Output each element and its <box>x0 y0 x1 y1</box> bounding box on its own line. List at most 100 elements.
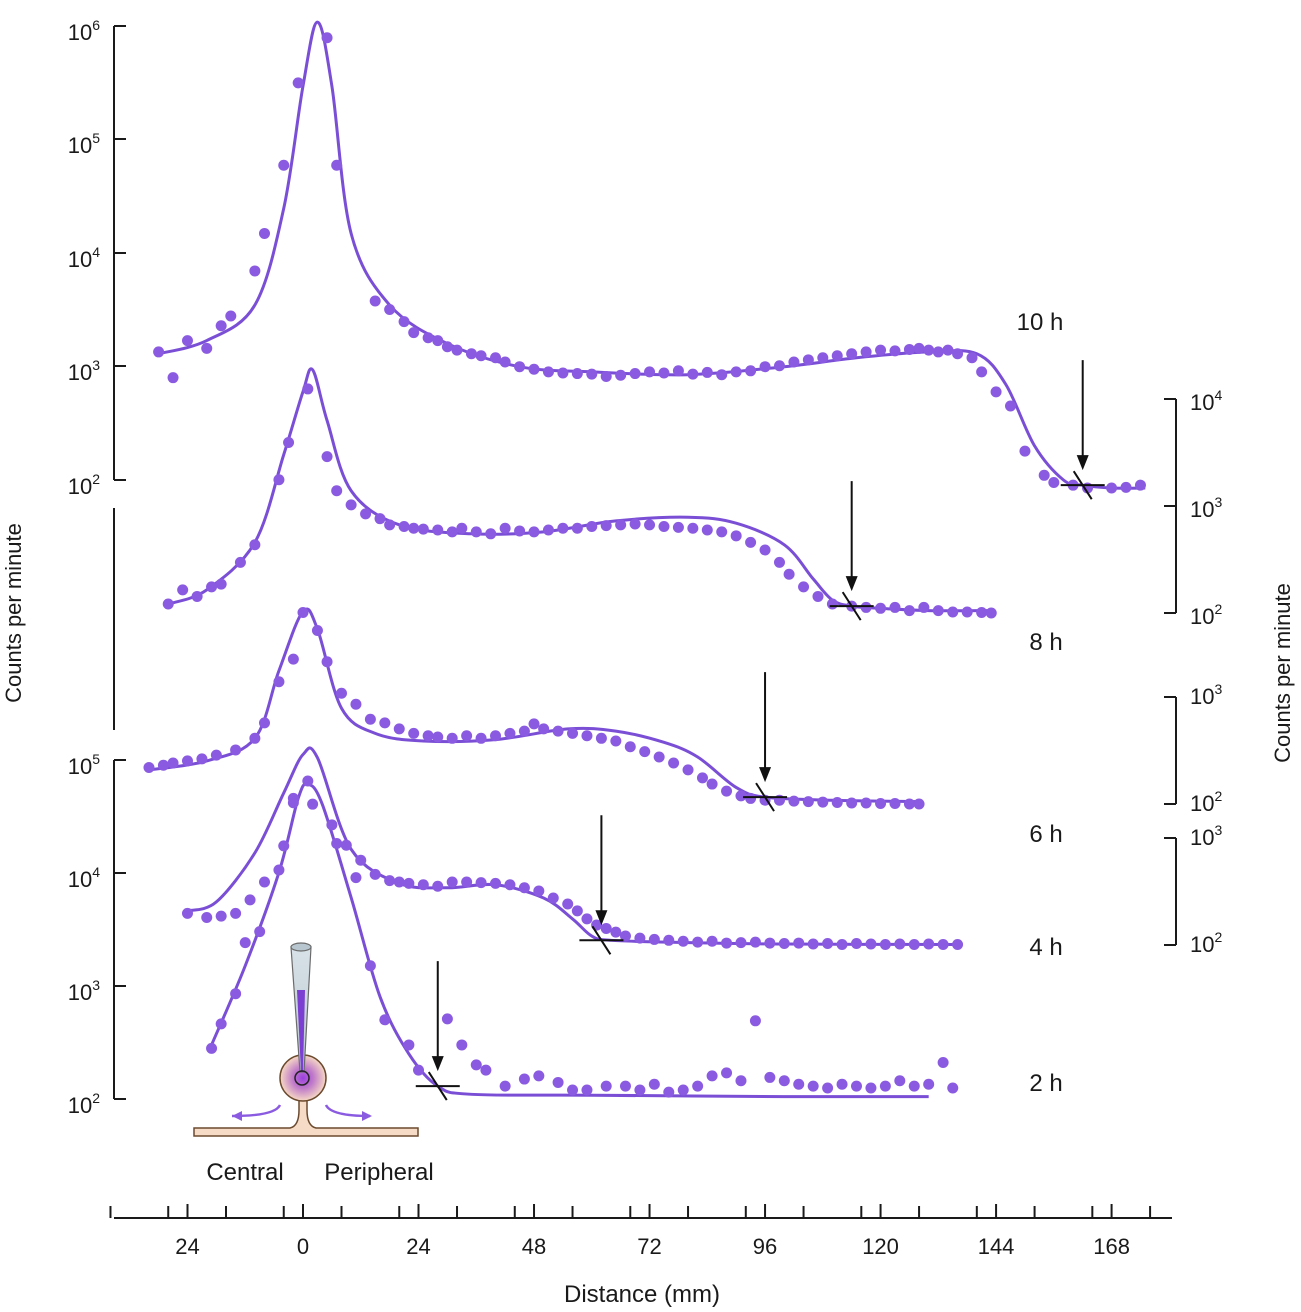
data-point <box>947 606 959 618</box>
data-point <box>846 348 858 360</box>
right-axis-6h: 103 102 <box>1164 681 1222 816</box>
data-point <box>942 344 954 356</box>
data-point <box>817 796 829 808</box>
fit-curve-10h <box>158 20 1146 490</box>
data-point <box>360 508 372 520</box>
svg-text:102: 102 <box>1190 929 1222 957</box>
data-point <box>230 907 242 919</box>
data-point <box>230 744 242 756</box>
data-point <box>634 932 646 944</box>
data-point <box>490 730 502 742</box>
data-point <box>369 868 381 880</box>
series-label: 10 h <box>1017 309 1064 336</box>
right-axis-4h: 103 102 <box>1164 822 1222 957</box>
data-point <box>384 519 396 531</box>
data-point <box>822 938 834 950</box>
data-point <box>321 451 333 463</box>
data-point <box>456 1039 468 1051</box>
data-point <box>557 522 569 534</box>
data-point <box>773 556 785 568</box>
front-arrowhead <box>595 910 608 926</box>
data-point <box>350 698 362 710</box>
data-point <box>826 598 838 610</box>
data-point <box>336 687 348 699</box>
data-point <box>196 753 208 765</box>
data-point <box>692 936 704 948</box>
data-point <box>865 938 877 950</box>
data-point <box>644 366 656 378</box>
data-point <box>952 939 964 951</box>
data-point <box>889 601 901 613</box>
front-cross <box>591 925 612 955</box>
data-point <box>807 938 819 950</box>
data-point <box>518 725 530 737</box>
data-point <box>793 937 805 949</box>
data-point <box>278 159 290 171</box>
data-point <box>384 875 396 887</box>
data-point <box>528 363 540 375</box>
data-point <box>903 798 915 810</box>
data-point <box>499 1080 511 1092</box>
data-point <box>658 521 670 533</box>
data-point <box>879 939 891 951</box>
data-point <box>398 521 410 533</box>
data-point <box>875 344 887 356</box>
data-point <box>629 368 641 380</box>
data-point <box>499 356 511 368</box>
fit-curve-2h <box>210 782 929 1099</box>
data-point <box>850 1080 862 1092</box>
data-point <box>456 522 468 534</box>
data-point <box>542 524 554 536</box>
data-point <box>398 316 410 328</box>
data-point <box>923 344 935 356</box>
data-point <box>913 342 925 354</box>
data-point <box>639 746 651 758</box>
data-point <box>672 365 684 377</box>
data-point <box>889 345 901 357</box>
data-point <box>533 885 545 897</box>
data-point <box>976 607 988 619</box>
front-markers <box>415 360 1105 1101</box>
data-point <box>475 732 487 744</box>
data-point <box>393 723 405 735</box>
data-point <box>961 606 973 618</box>
series-label: 8 h <box>1029 629 1062 656</box>
data-point <box>307 798 319 810</box>
data-point <box>706 935 718 947</box>
data-point <box>518 1073 530 1085</box>
fit-curves <box>148 20 1146 1099</box>
data-point <box>889 798 901 810</box>
data-point <box>403 877 415 889</box>
data-point <box>413 1064 425 1076</box>
data-point <box>822 1082 834 1094</box>
data-point <box>475 350 487 362</box>
data-point <box>952 348 964 360</box>
data-point <box>1019 445 1031 457</box>
data-point <box>249 539 261 551</box>
data-point <box>663 1086 675 1098</box>
fit-curve-4h <box>187 746 958 947</box>
data-point <box>567 1084 579 1096</box>
data-point <box>653 751 665 763</box>
left-lower-tick-1e4: 104 <box>68 864 100 892</box>
data-point <box>273 676 285 688</box>
data-point <box>143 761 155 773</box>
axon-shape <box>193 1095 419 1137</box>
data-point <box>793 1078 805 1090</box>
data-point <box>417 879 429 891</box>
y-axis-label-left: Counts per minute <box>1 523 26 703</box>
data-point <box>528 718 540 730</box>
data-point <box>908 1080 920 1092</box>
data-point <box>408 327 420 339</box>
data-point <box>258 227 270 239</box>
data-point <box>745 792 757 804</box>
data-point <box>374 513 386 525</box>
front-cross <box>755 782 775 812</box>
data-point <box>417 523 429 535</box>
left-upper-tick-1e3: 103 <box>68 357 100 385</box>
data-point <box>581 1084 593 1096</box>
data-point <box>206 581 218 593</box>
data-point <box>249 732 261 744</box>
data-point <box>542 366 554 378</box>
series-label: 2 h <box>1029 1070 1062 1097</box>
